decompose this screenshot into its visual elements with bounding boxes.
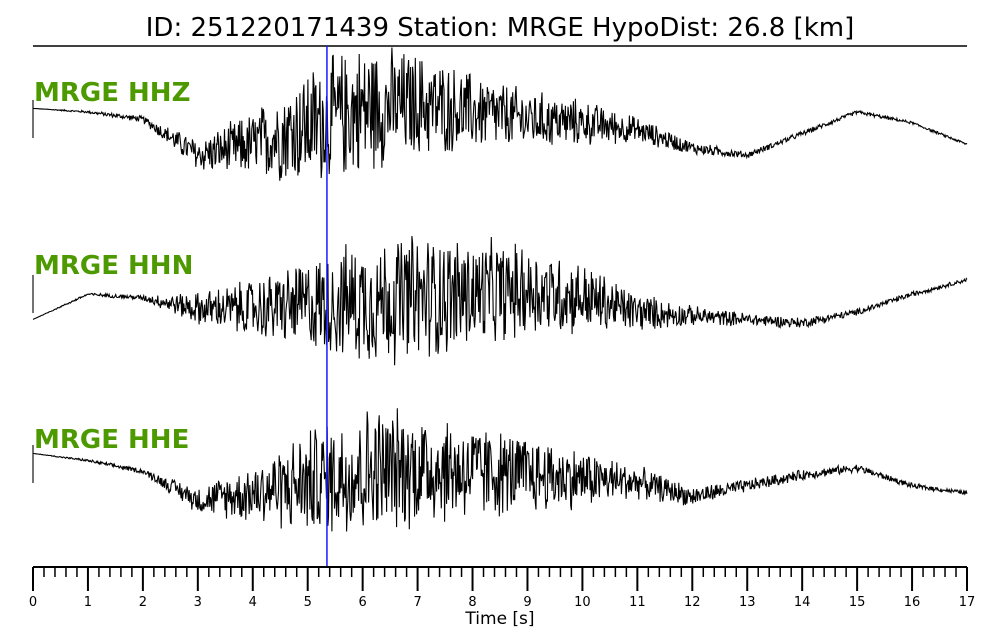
x-tick-label: 13 — [739, 595, 756, 610]
x-tick-label: 5 — [304, 595, 312, 610]
x-tick-label: 1 — [84, 595, 92, 610]
x-tick-label: 4 — [249, 595, 257, 610]
x-tick-label: 16 — [904, 595, 921, 610]
x-axis-label: Time [s] — [464, 609, 534, 629]
time-axis: 0 1 2 3 4 5 6 7 8 9 10 11 12 13 14 15 16 17 — [29, 566, 976, 610]
x-tick-label: 8 — [468, 595, 476, 610]
trace-mrge-hhe — [32, 408, 968, 532]
trace-mrge-hhz — [33, 47, 968, 181]
x-tick-label: 9 — [523, 595, 531, 610]
x-tick-label: 10 — [574, 595, 591, 610]
x-tick-label: 17 — [959, 595, 976, 610]
x-tick-label: 11 — [629, 595, 646, 610]
x-tick-label: 12 — [684, 595, 701, 610]
x-tick-label: 2 — [139, 595, 147, 610]
x-tick-label: 0 — [29, 595, 37, 610]
channel-label-hhe: MRGE HHE — [34, 425, 189, 455]
chart-title: ID: 251220171439 Station: MRGE HypoDist:… — [146, 13, 854, 43]
x-tick-label: 3 — [194, 595, 202, 610]
channel-label-hhz: MRGE HHZ — [34, 78, 190, 108]
trace-mrge-hhn — [32, 236, 968, 366]
channel-label-hhn: MRGE HHN — [34, 251, 193, 281]
traces-group — [32, 46, 968, 567]
x-tick-label: 15 — [849, 595, 866, 610]
x-tick-label: 6 — [359, 595, 367, 610]
x-tick-label: 7 — [413, 595, 421, 610]
x-tick-label: 14 — [794, 595, 811, 610]
